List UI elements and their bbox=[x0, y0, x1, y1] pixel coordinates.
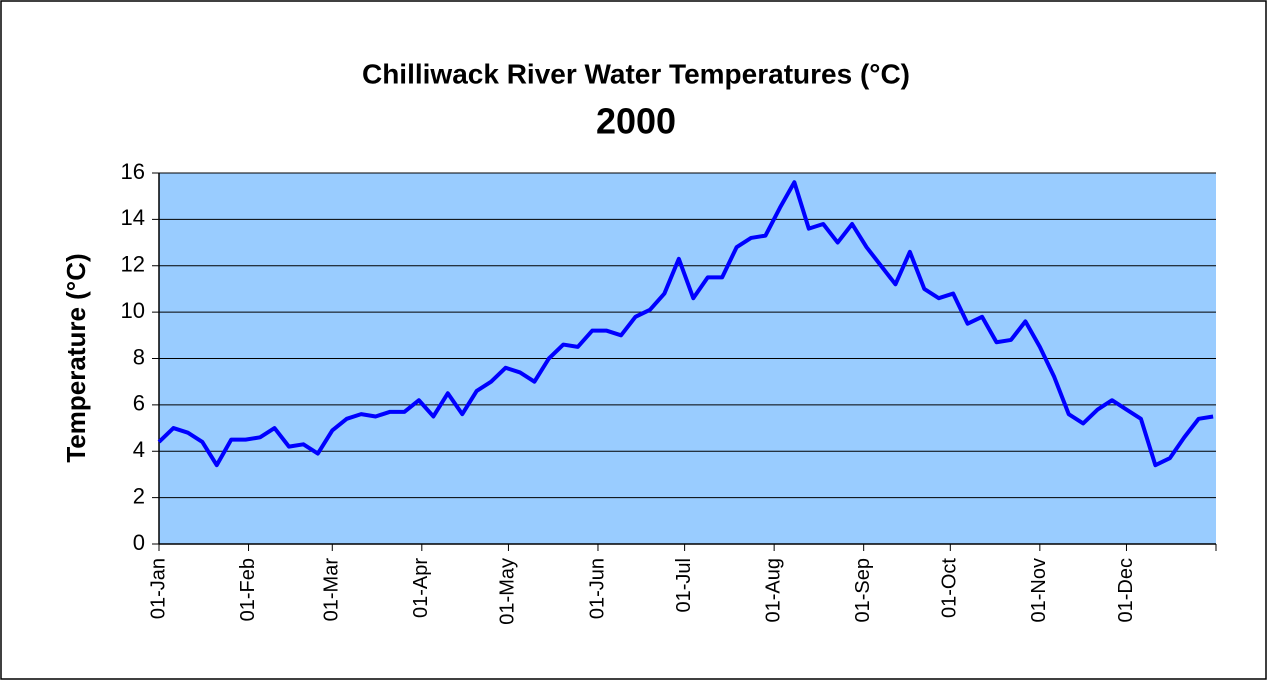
x-tick-label: 01-Aug bbox=[762, 558, 784, 623]
x-tick-label: 01-Mar bbox=[321, 558, 343, 622]
x-tick-label: 01-Oct bbox=[939, 558, 961, 618]
chart-title: Chilliwack River Water Temperatures (°C) bbox=[362, 58, 910, 89]
y-tick-label: 14 bbox=[121, 205, 145, 230]
x-tick-label: 01-Nov bbox=[1028, 558, 1050, 622]
y-tick-label: 16 bbox=[121, 159, 145, 184]
y-axis-label: Temperature (°C) bbox=[61, 253, 91, 462]
y-tick-label: 4 bbox=[133, 437, 145, 462]
x-tick-label: 01-Jul bbox=[673, 558, 695, 612]
x-tick-label: 01-Dec bbox=[1115, 558, 1137, 622]
y-tick-label: 0 bbox=[133, 530, 145, 555]
x-tick-label: 01-May bbox=[497, 558, 519, 625]
y-tick-label: 8 bbox=[133, 344, 145, 369]
y-tick-label: 2 bbox=[133, 483, 145, 508]
x-tick-label: 01-Apr bbox=[410, 558, 432, 618]
x-tick-label: 01-Jun bbox=[586, 558, 608, 619]
x-tick-label: 01-Jan bbox=[147, 558, 169, 619]
data-line bbox=[157, 180, 1214, 468]
y-tick-label: 12 bbox=[121, 252, 145, 277]
y-tick-label: 6 bbox=[133, 391, 145, 416]
y-tick-label: 10 bbox=[121, 298, 145, 323]
x-tick-label: 01-Sep bbox=[852, 558, 874, 623]
chart-subtitle: 2000 bbox=[596, 101, 676, 142]
x-tick-label: 01-Feb bbox=[237, 558, 259, 621]
